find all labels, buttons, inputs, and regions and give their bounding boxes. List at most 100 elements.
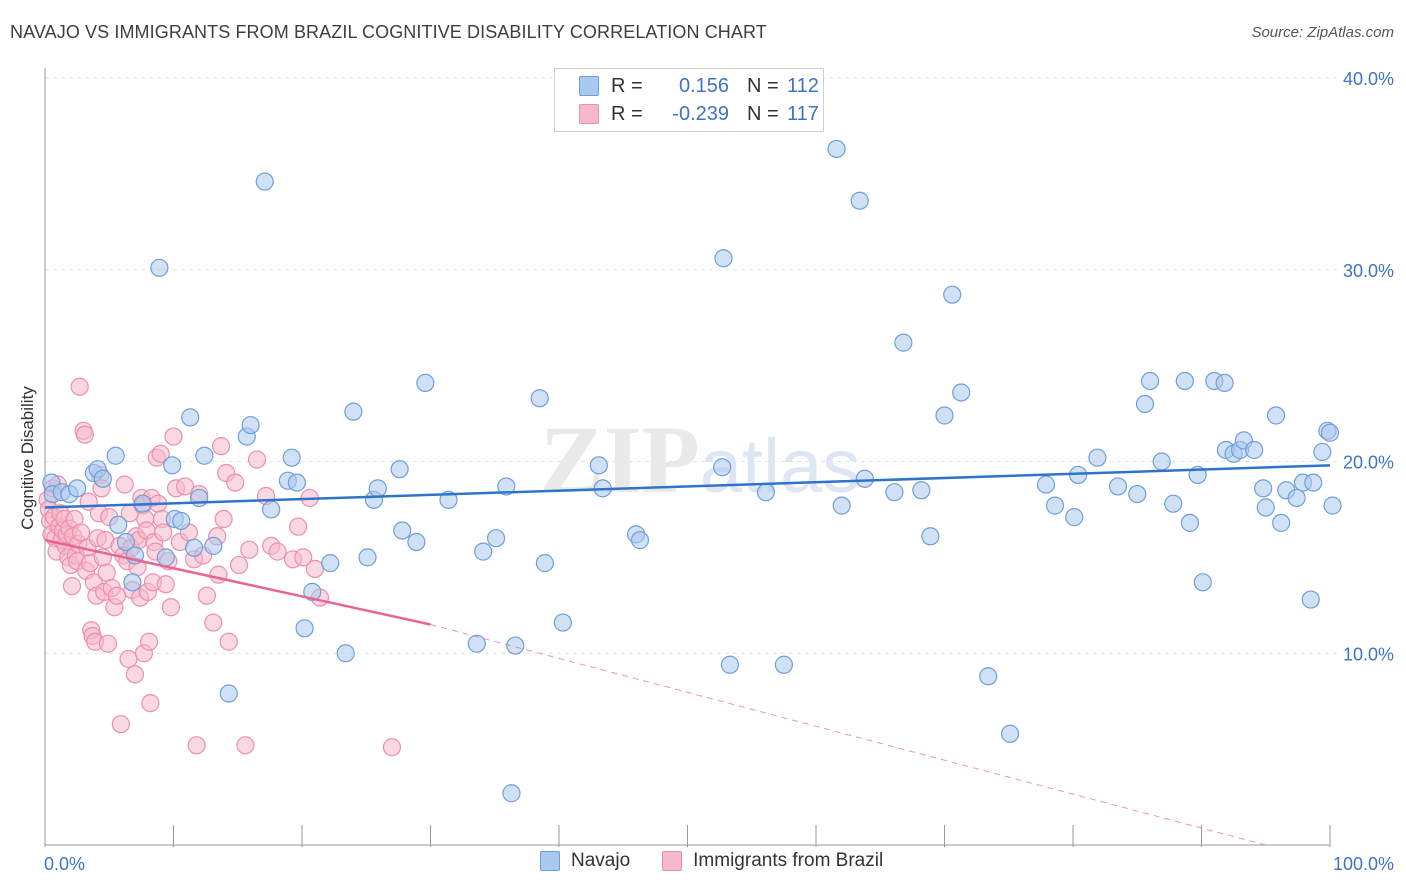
navajo-point <box>486 529 506 548</box>
chart-source: Source: ZipAtlas.com <box>1251 24 1394 41</box>
navajo-point <box>714 249 733 268</box>
y-tick-label: 40.0% <box>1343 69 1394 89</box>
navajo-point <box>68 479 87 498</box>
brazil-point <box>97 563 116 582</box>
brazil-swatch <box>662 851 683 871</box>
n-value: 117 <box>787 102 819 125</box>
brazil-point <box>204 613 223 632</box>
navajo-point <box>184 538 204 557</box>
navajo-swatch <box>579 76 599 96</box>
brazil-point <box>219 632 238 651</box>
r-value: 0.156 <box>678 74 729 97</box>
brazil-point <box>115 475 134 494</box>
r-label: R = <box>611 102 643 125</box>
n-label: N = <box>747 102 779 125</box>
stats-legend: R = 0.156 N = 112 R = -0.239 N = 117 <box>554 68 824 132</box>
navajo-point <box>774 655 793 674</box>
brazil-point <box>236 736 255 755</box>
brazil-point <box>305 559 324 578</box>
brazil-point <box>214 509 233 529</box>
brazil-point <box>71 523 91 542</box>
navajo-point <box>589 456 608 475</box>
navajo-point <box>921 527 940 546</box>
legend-item-navajo: Navajo <box>540 850 630 872</box>
navajo-point <box>393 521 412 540</box>
brazil-swatch <box>579 104 599 124</box>
navajo-point <box>553 613 572 632</box>
axis-labels: 10.0% 20.0% 30.0% 40.0% 0.0% 100.0% Cognitive … <box>18 69 1394 874</box>
series-legend: Navajo Immigrants from Brazil <box>540 850 915 872</box>
brazil-point <box>247 450 267 469</box>
y-tick-label: 10.0% <box>1343 644 1394 664</box>
navajo-point <box>850 191 869 210</box>
y-tick-label: 20.0% <box>1343 453 1394 473</box>
brazil-point <box>197 586 217 605</box>
navajo-point <box>390 460 409 479</box>
brazil-point <box>268 542 287 561</box>
legend-row-brazil: R = -0.239 N = 117 <box>579 100 819 128</box>
brazil-point <box>175 477 195 496</box>
navajo-point <box>368 479 387 498</box>
brazil-points <box>38 377 402 757</box>
navajo-point <box>336 644 355 663</box>
legend-row-navajo: R = 0.156 N = 112 <box>579 72 819 100</box>
navajo-point <box>416 373 435 392</box>
brazil-point <box>62 577 82 596</box>
y-tick-label: 30.0% <box>1343 261 1394 281</box>
navajo-point <box>979 667 998 686</box>
navajo-point <box>303 582 322 601</box>
navajo-point <box>885 483 904 502</box>
navajo-point <box>827 139 846 159</box>
legend-label: Navajo <box>571 850 631 871</box>
navajo-point <box>116 532 136 552</box>
navajo-point <box>407 532 426 552</box>
navajo-point <box>150 258 169 277</box>
navajo-point <box>156 548 175 567</box>
navajo-point <box>1175 371 1194 391</box>
r-value: -0.239 <box>672 102 729 125</box>
svg-text:ZIPatlas: ZIPatlas <box>540 406 861 513</box>
navajo-point <box>1088 448 1107 467</box>
navajo-point <box>172 511 191 531</box>
brazil-point <box>151 444 170 463</box>
navajo-point <box>1152 452 1171 471</box>
brazil-point <box>139 632 159 651</box>
x-tick-label: 100.0% <box>1333 854 1394 874</box>
brazil-point <box>226 473 245 492</box>
brazil-point <box>164 427 183 446</box>
navajo-point <box>756 483 775 502</box>
brazil-point <box>161 598 181 617</box>
navajo-point <box>497 477 516 496</box>
brazil-point <box>98 634 118 653</box>
navajo-point <box>1313 442 1332 462</box>
brazil-point <box>154 523 173 542</box>
navajo-point <box>109 515 128 534</box>
navajo-trend-line <box>44 464 1331 509</box>
watermark: ZIPatlas <box>540 406 861 513</box>
navajo-point <box>630 531 650 550</box>
navajo-point <box>163 456 182 475</box>
navajo-point <box>502 784 521 803</box>
navajo-point <box>1140 371 1160 391</box>
navajo-point <box>832 496 851 515</box>
navajo-point <box>1304 473 1323 492</box>
navajo-point <box>943 285 962 304</box>
legend-label: Immigrants from Brazil <box>693 850 884 871</box>
n-value: 112 <box>787 74 819 97</box>
brazil-point <box>187 736 206 755</box>
navajo-point <box>1180 513 1200 532</box>
navajo-point <box>106 446 125 465</box>
navajo-point <box>1287 488 1306 508</box>
navajo-point <box>282 448 301 467</box>
navajo-point <box>535 554 554 573</box>
navajo-point <box>894 333 913 352</box>
brazil-point <box>294 548 313 567</box>
navajo-point <box>1320 423 1340 442</box>
navajo-point <box>720 655 740 674</box>
legend-item-brazil: Immigrants from Brazil <box>662 850 883 872</box>
navajo-point <box>1215 373 1234 392</box>
navajo-point <box>1108 477 1128 496</box>
navajo-point <box>952 383 971 402</box>
navajo-point <box>1256 498 1275 517</box>
brazil-point <box>289 517 308 536</box>
